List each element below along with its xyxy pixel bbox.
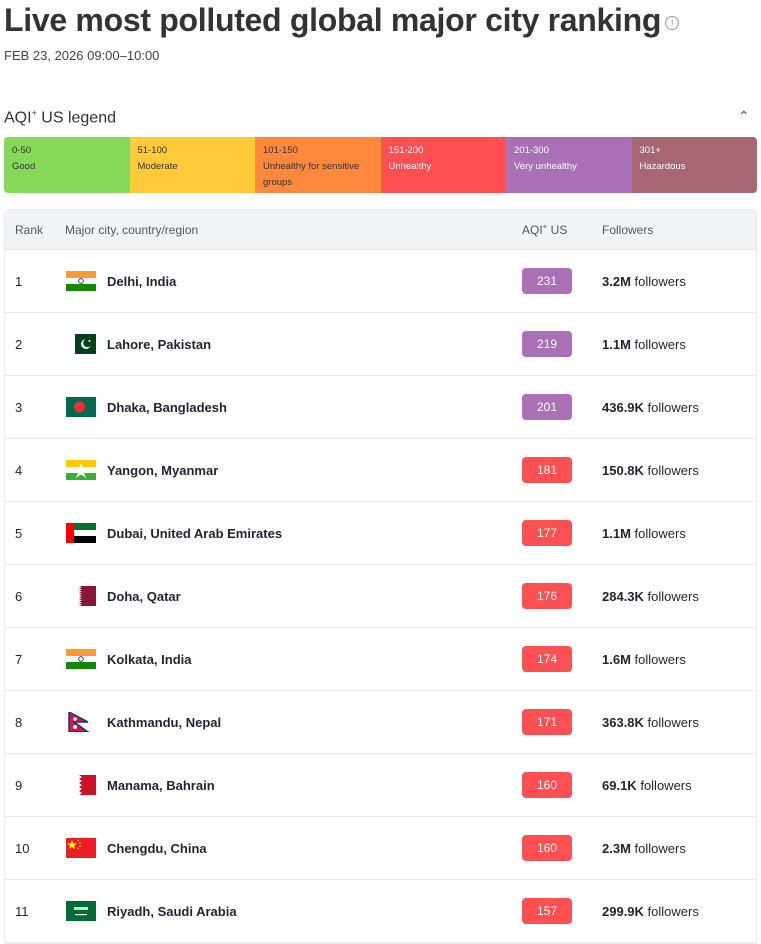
rank: 3 [15, 399, 23, 415]
aqi-badge: 174 [522, 646, 572, 672]
table-row[interactable]: 3 Dhaka, Bangladesh 201 436.9K followers [5, 376, 756, 439]
legend-item: 301+ Hazardous [631, 137, 757, 193]
table-row[interactable]: 4 Yangon, Myanmar 181 150.8K followers [5, 439, 756, 502]
flag-qatar-icon [65, 586, 96, 606]
chevron-up-icon[interactable]: ⌃ [738, 108, 750, 124]
rank: 8 [15, 714, 23, 730]
followers: 1.6M followers [602, 651, 686, 667]
timestamp: FEB 23, 2026 09:00–10:00 [4, 48, 160, 63]
col-followers: Followers [602, 222, 654, 237]
table-row[interactable]: 11 Riyadh, Saudi Arabia 157 299.9K follo… [5, 880, 756, 943]
legend-label: Unhealthy [388, 161, 432, 172]
followers: 150.8K followers [602, 462, 699, 478]
city-name[interactable]: Lahore, Pakistan [107, 336, 212, 352]
flag-pakistan-icon [65, 334, 96, 354]
rank: 5 [15, 525, 23, 541]
rank: 4 [15, 462, 23, 478]
rank: 1 [15, 273, 23, 289]
city-name[interactable]: Manama, Bahrain [107, 777, 215, 793]
city-name[interactable]: Chengdu, China [107, 840, 207, 856]
followers: 69.1K followers [602, 777, 692, 793]
followers: 1.1M followers [602, 525, 686, 541]
city-name[interactable]: Dubai, United Arab Emirates [107, 525, 283, 541]
flag-bangladesh-icon [65, 397, 96, 417]
city-name[interactable]: Doha, Qatar [107, 588, 181, 604]
legend-label: Good [12, 161, 36, 172]
rank: 7 [15, 651, 23, 667]
followers: 363.8K followers [602, 714, 699, 730]
flag-india-icon [65, 271, 96, 291]
followers: 284.3K followers [602, 588, 699, 604]
rank: 9 [15, 777, 23, 793]
legend-range: 301+ [639, 145, 661, 156]
table-row[interactable]: 10 Chengdu, China 160 2.3M followers [5, 817, 756, 880]
legend-title: AQI+ US legend [4, 108, 116, 127]
legend-item: 201-300 Very unhealthy [506, 137, 632, 193]
col-aqi: AQI+ US [522, 222, 568, 237]
table-row[interactable]: 9 Manama, Bahrain 160 69.1K followers [5, 754, 756, 817]
legend-item: 151-200 Unhealthy [380, 137, 506, 193]
followers: 2.3M followers [602, 840, 686, 856]
table-row[interactable]: 6 Doha, Qatar 176 284.3K followers [5, 565, 756, 628]
table-header: Rank Major city, country/region AQI+ US … [5, 210, 756, 250]
legend-range: 101-150 [263, 145, 298, 156]
info-icon[interactable]: i [665, 15, 680, 30]
legend-label: Very unhealthy [514, 161, 577, 172]
legend-range: 0-50 [12, 145, 32, 156]
city-name[interactable]: Yangon, Myanmar [107, 462, 219, 478]
col-city: Major city, country/region [65, 222, 199, 237]
flag-uae-icon [65, 523, 96, 543]
flag-bahrain-icon [65, 775, 96, 795]
aqi-badge: 201 [522, 394, 572, 420]
city-name[interactable]: Riyadh, Saudi Arabia [107, 903, 237, 919]
aqi-badge: 160 [522, 772, 572, 798]
legend-label: Unhealthy for sensitive groups [263, 161, 360, 188]
city-name[interactable]: Dhaka, Bangladesh [107, 399, 227, 415]
table-row[interactable]: 1 Delhi, India 231 3.2M followers [5, 250, 756, 313]
table-row[interactable]: 5 Dubai, United Arab Emirates 177 1.1M f… [5, 502, 756, 565]
page-title: Live most polluted global major city ran… [4, 2, 680, 39]
city-name[interactable]: Kathmandu, Nepal [107, 714, 222, 730]
flag-saudi-arabia-icon [65, 901, 96, 921]
aqi-badge: 157 [522, 898, 572, 924]
table-row[interactable]: 7 Kolkata, India 174 1.6M followers [5, 628, 756, 691]
aqi-badge: 181 [522, 457, 572, 483]
followers: 3.2M followers [602, 273, 686, 289]
legend-range: 51-100 [137, 145, 168, 156]
legend-item: 101-150 Unhealthy for sensitive groups [255, 137, 381, 193]
flag-india-icon [65, 649, 96, 669]
rank: 10 [15, 840, 30, 856]
table-row[interactable]: 8 Kathmandu, Nepal 171 363.8K followers [5, 691, 756, 754]
rank: 6 [15, 588, 23, 604]
col-rank: Rank [15, 222, 44, 237]
aqi-badge: 231 [522, 268, 572, 294]
followers: 436.9K followers [602, 399, 699, 415]
aqi-badge: 160 [522, 835, 572, 861]
rank: 2 [15, 336, 23, 352]
legend-item: 0-50 Good [4, 137, 130, 193]
aqi-badge: 176 [522, 583, 572, 609]
flag-china-icon [65, 838, 96, 858]
aqi-legend: 0-50 Good 51-100 Moderate 101-150 Unhealthy f… [4, 137, 757, 193]
legend-label: Moderate [137, 161, 178, 172]
city-name[interactable]: Delhi, India [107, 273, 177, 289]
legend-range: 201-300 [514, 145, 549, 156]
legend-item: 51-100 Moderate [129, 137, 255, 193]
aqi-badge: 219 [522, 331, 572, 357]
city-name[interactable]: Kolkata, India [107, 651, 192, 667]
rank: 11 [15, 903, 29, 919]
legend-label: Hazardous [639, 161, 686, 172]
table-row[interactable]: 2 Lahore, Pakistan 219 1.1M followers [5, 313, 756, 376]
aqi-badge: 177 [522, 520, 572, 546]
flag-nepal-icon [65, 712, 96, 732]
followers: 299.9K followers [602, 903, 699, 919]
followers: 1.1M followers [602, 336, 686, 352]
ranking-table: Rank Major city, country/region AQI+ US … [4, 209, 757, 944]
aqi-badge: 171 [522, 709, 572, 735]
flag-myanmar-icon [65, 460, 96, 480]
legend-range: 151-200 [388, 145, 424, 156]
